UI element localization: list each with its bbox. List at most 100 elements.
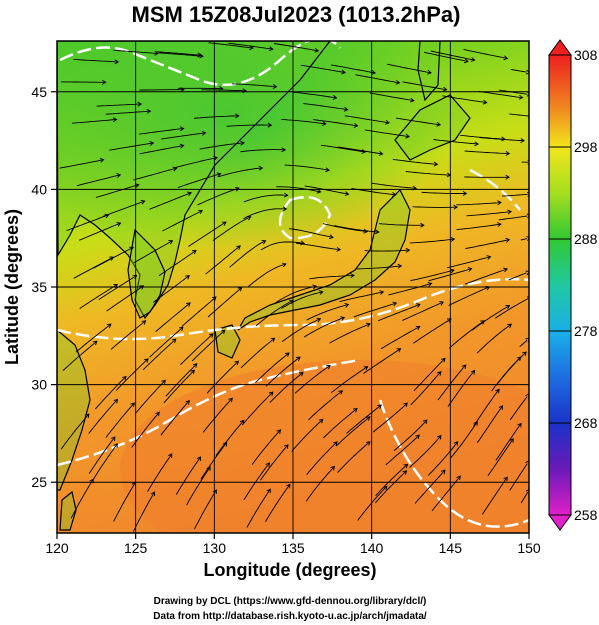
streamline	[498, 215, 528, 221]
streamline	[94, 376, 127, 410]
streamline-arrowhead	[178, 326, 184, 332]
streamline-arrowhead	[462, 191, 468, 196]
streamline-arrowhead	[316, 317, 322, 323]
streamline	[395, 117, 441, 126]
streamline-arrowhead	[208, 333, 214, 338]
x-tick-label: 140	[360, 540, 384, 556]
streamline-arrowhead	[379, 290, 385, 295]
streamline-arrowhead	[402, 470, 408, 475]
streamline	[413, 358, 446, 392]
streamline-arrowhead	[497, 222, 502, 228]
streamline-arrowhead	[497, 200, 502, 206]
streamline-arrowhead	[498, 405, 504, 410]
streamline	[255, 352, 290, 383]
streamline	[79, 284, 118, 309]
streamline	[339, 291, 384, 303]
x-axis-ticks: 120 125 130 135 140 145 150	[45, 533, 541, 556]
streamline-arrowhead	[505, 174, 510, 180]
china-east-coast	[57, 329, 91, 491]
streamline-arrowhead	[114, 59, 120, 65]
streamline-arrowhead	[220, 329, 226, 335]
streamline	[88, 399, 118, 434]
streamline-arrowhead	[525, 489, 529, 492]
streamline	[304, 185, 349, 195]
streamline-arrowhead	[234, 360, 240, 366]
streamline-arrowhead	[265, 462, 270, 468]
x-tick-label: 125	[124, 540, 148, 556]
streamline-arrowhead	[144, 358, 149, 363]
streamline	[207, 287, 242, 318]
isotherm-east	[378, 399, 529, 528]
streamline	[487, 438, 514, 477]
streamline	[60, 413, 90, 450]
streamline-arrowhead	[437, 434, 442, 440]
streamline-arrowhead	[284, 444, 289, 449]
streamline-arrowhead	[235, 113, 240, 119]
streamline-arrowhead	[112, 117, 118, 123]
streamline	[163, 369, 195, 404]
streamline	[133, 240, 173, 264]
streamline-arrowhead	[395, 79, 401, 85]
streamline	[421, 191, 467, 194]
streamline-arrowhead	[141, 320, 147, 325]
streamline-arrowhead	[216, 172, 222, 178]
streamline	[303, 317, 345, 338]
streamline	[162, 210, 203, 232]
streamline	[274, 43, 319, 52]
streamline	[110, 320, 146, 350]
streamline-arrowhead	[191, 250, 197, 255]
streamline-arrowhead	[261, 239, 267, 245]
streamline	[410, 371, 442, 406]
streamline	[306, 441, 338, 475]
streamline-arrowhead	[104, 213, 110, 219]
streamline-arrowhead	[222, 441, 228, 447]
streamline-arrowhead	[365, 441, 371, 446]
colorbar-tick-label: 298	[574, 139, 598, 155]
streamline	[300, 64, 346, 74]
streamline-arrowhead	[179, 143, 185, 149]
coastlines	[57, 41, 471, 531]
streamline	[509, 113, 529, 117]
streamline	[274, 285, 317, 304]
streamline	[102, 200, 145, 217]
streamline	[412, 206, 458, 208]
streamline-arrowhead	[113, 443, 118, 448]
streamline	[292, 91, 337, 99]
streamline-arrowhead	[268, 391, 274, 397]
streamline	[133, 167, 177, 181]
x-tick-label: 130	[203, 540, 227, 556]
streamline-arrowhead	[374, 229, 380, 235]
streamline-arrowhead	[134, 183, 140, 188]
streamline-arrowhead	[113, 398, 119, 404]
streamline	[199, 142, 245, 150]
isotherm-cool-loop	[278, 195, 332, 240]
streamline	[229, 240, 266, 268]
streamline-arrowhead	[266, 488, 271, 494]
streamline	[509, 463, 528, 491]
streamline-arrowhead	[234, 186, 240, 192]
streamline	[260, 444, 289, 481]
streamline	[409, 238, 455, 244]
streamline	[139, 128, 184, 135]
streamline-arrowhead	[473, 420, 478, 426]
streamline	[306, 304, 349, 321]
streamline	[106, 285, 144, 312]
streamline-arrowhead	[442, 86, 448, 92]
streamline-arrowhead	[186, 302, 191, 307]
streamline	[413, 318, 452, 344]
streamline	[180, 333, 214, 366]
streamline	[476, 405, 503, 444]
streamline	[240, 337, 275, 369]
streamline	[241, 391, 274, 426]
streamline-arrowhead	[185, 400, 190, 405]
streamline-arrowhead	[520, 138, 525, 143]
streamline-arrowhead	[99, 157, 105, 163]
streamline	[70, 479, 94, 519]
streamline	[330, 366, 368, 394]
streamline-arrowhead	[405, 247, 411, 253]
streamline-arrowhead	[146, 108, 152, 114]
streamline	[215, 420, 245, 456]
streamline	[335, 416, 371, 447]
streamline-arrowhead	[361, 149, 367, 154]
streamline	[433, 139, 479, 145]
